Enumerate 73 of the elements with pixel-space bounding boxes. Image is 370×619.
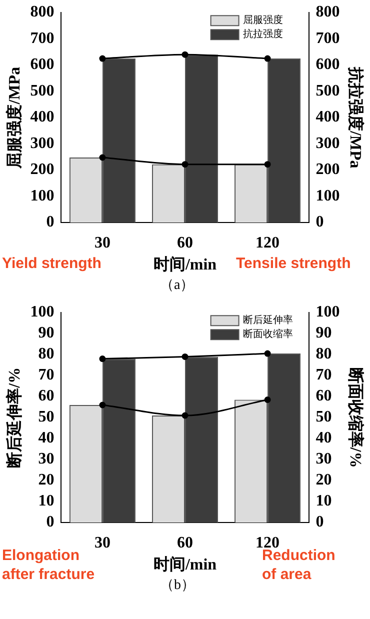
y-tick-label: 500	[30, 82, 54, 100]
y-tick-label: 700	[30, 30, 54, 47]
y-axis-title: 屈服强度/MPa	[4, 66, 24, 170]
y2-tick-label: 400	[316, 108, 340, 126]
x-tick-label: 60	[177, 234, 193, 252]
y2-tick-label: 40	[316, 430, 332, 447]
point	[264, 350, 271, 357]
text: （a）	[160, 277, 194, 294]
y2-tick-label: 100	[316, 304, 340, 321]
y-tick-label: 20	[38, 472, 54, 489]
y2-tick-label: 50	[316, 408, 332, 426]
y2-tick-label: 30	[316, 450, 332, 468]
point	[99, 55, 106, 62]
point	[182, 412, 188, 419]
point	[264, 396, 271, 403]
y-tick-label: 10	[38, 492, 54, 510]
point	[264, 55, 271, 62]
y-tick-label: 90	[38, 324, 54, 342]
text: Tensile strength	[236, 254, 351, 273]
x-tick-label: 60	[177, 534, 193, 552]
y2-tick-label: 700	[316, 30, 340, 47]
y2-tick-label: 10	[316, 492, 332, 510]
legend-label: 断后延伸率	[242, 314, 293, 326]
y2-axis-title: 断面收缩率/%	[346, 367, 366, 468]
y2-tick-label: 500	[316, 82, 340, 100]
y-tick-label: 60	[38, 388, 54, 405]
y2-tick-label: 80	[316, 346, 332, 363]
point	[182, 353, 188, 360]
y2-axis-title: 抗拉强度/MPa	[346, 66, 366, 168]
x-axis-title: 时间/min	[153, 556, 217, 574]
y2-tick-label: 800	[316, 4, 340, 21]
y-tick-label: 0	[46, 514, 54, 531]
x-tick-label: 30	[94, 234, 110, 252]
y2-tick-label: 100	[316, 187, 340, 204]
y-tick-label: 0	[46, 214, 54, 231]
text: Yield strength	[2, 254, 102, 273]
y-tick-label: 400	[30, 108, 54, 126]
y2-tick-label: 60	[316, 388, 332, 405]
y-tick-label: 100	[30, 187, 54, 204]
point	[99, 402, 106, 408]
text: Elongation after fracture	[2, 546, 95, 584]
text: （b）	[160, 577, 195, 594]
point	[99, 154, 106, 161]
y-tick-label: 600	[30, 56, 54, 74]
y-tick-label: 80	[38, 346, 54, 363]
x-tick-label: 30	[94, 534, 110, 552]
y-tick-label: 100	[30, 304, 54, 321]
y-tick-label: 30	[38, 450, 54, 468]
point	[99, 356, 106, 362]
x-axis-title: 时间/min	[153, 256, 217, 274]
y2-tick-label: 90	[316, 324, 332, 342]
y-axis-title: 断后延伸率/%	[4, 367, 24, 468]
point	[182, 161, 188, 168]
y2-tick-label: 20	[316, 472, 332, 489]
y-tick-label: 800	[30, 4, 54, 21]
x-tick-label: 120	[256, 234, 280, 252]
y-tick-label: 200	[30, 161, 54, 178]
y2-tick-label: 300	[316, 134, 340, 152]
y-tick-label: 70	[38, 366, 54, 384]
legend-label: 抗拉强度	[242, 28, 283, 40]
text: Reduction of area	[262, 547, 336, 584]
y-tick-label: 40	[38, 430, 54, 447]
legend-label: 断面收缩率	[242, 328, 293, 340]
legend-label: 屈服强度	[242, 14, 283, 26]
y2-tick-label: 0	[316, 214, 324, 231]
y-tick-label: 300	[30, 134, 54, 152]
y2-tick-label: 70	[316, 366, 332, 384]
y2-tick-label: 200	[316, 161, 340, 178]
y2-tick-label: 0	[316, 514, 324, 531]
y2-tick-label: 600	[316, 56, 340, 74]
point	[264, 161, 271, 168]
y-tick-label: 50	[38, 408, 54, 426]
point	[182, 51, 188, 58]
